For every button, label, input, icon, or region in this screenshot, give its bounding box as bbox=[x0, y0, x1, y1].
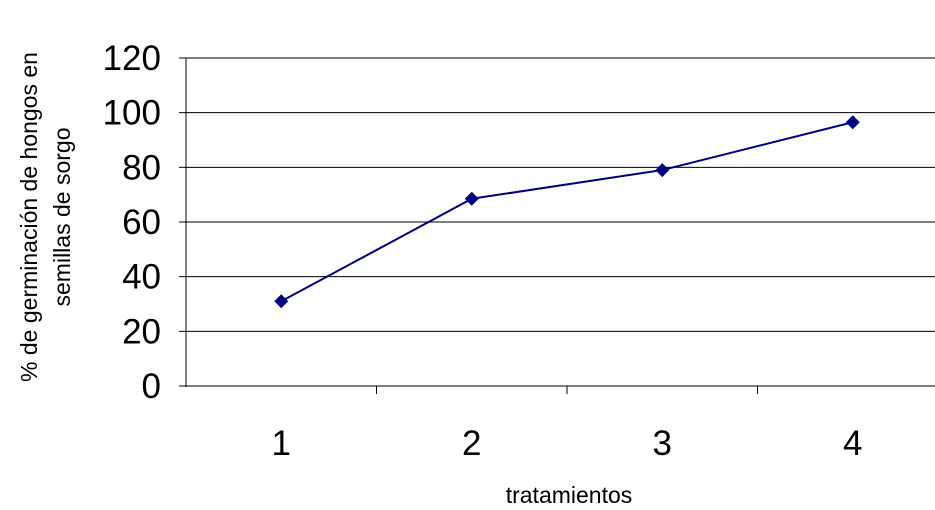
x-tick-label: 4 bbox=[843, 424, 862, 463]
y-tick-label: 0 bbox=[142, 367, 161, 406]
data-point-marker bbox=[845, 115, 860, 130]
x-tick-labels: 1 2 3 4 bbox=[272, 424, 863, 463]
x-tick-label: 2 bbox=[462, 424, 481, 463]
y-tick-label: 60 bbox=[122, 203, 161, 242]
series-line bbox=[280, 121, 853, 303]
y-tick-label: 80 bbox=[122, 148, 161, 187]
gridlines bbox=[186, 57, 935, 332]
y-axis-title: % de germinación de hongos en semillas d… bbox=[16, 52, 75, 382]
y-tick-label: 20 bbox=[122, 312, 161, 351]
y-tick-label: 40 bbox=[122, 258, 161, 297]
y-tick-labels: 0 20 40 60 80 100 120 bbox=[103, 39, 161, 406]
x-tick-label: 1 bbox=[272, 424, 291, 463]
axes bbox=[179, 57, 935, 394]
data-point-marker bbox=[274, 294, 289, 309]
y-axis-title-line-2: semillas de sorgo bbox=[49, 128, 75, 307]
x-tick-label: 3 bbox=[653, 424, 672, 463]
y-tick-label: 100 bbox=[103, 94, 161, 133]
series-layer bbox=[274, 115, 860, 309]
y-axis-title-line-1: % de germinación de hongos en bbox=[16, 52, 42, 382]
y-tick-label: 120 bbox=[103, 39, 161, 78]
data-point-marker bbox=[464, 191, 479, 206]
x-axis-title: tratamientos bbox=[506, 482, 633, 508]
data-point-marker bbox=[655, 163, 670, 178]
